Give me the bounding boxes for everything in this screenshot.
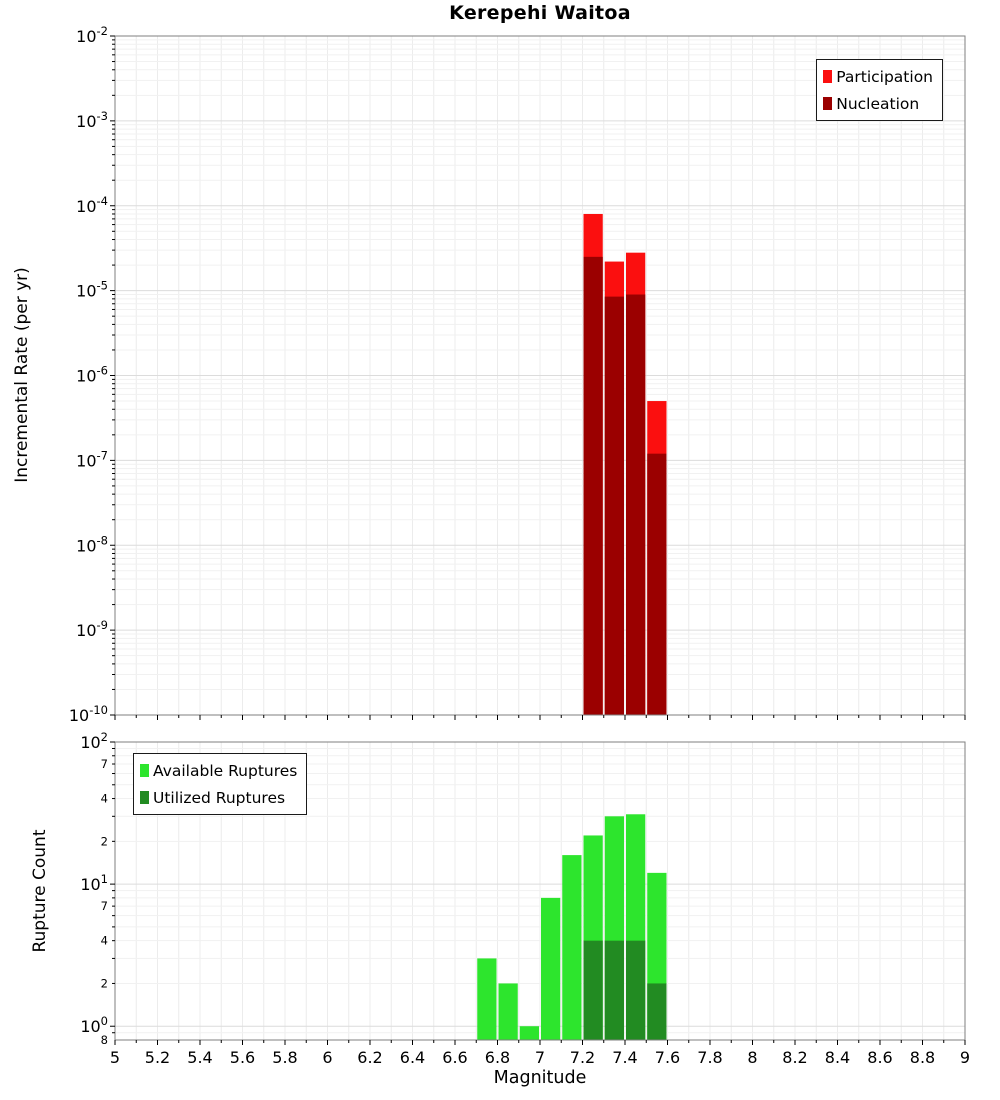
svg-text:8: 8 xyxy=(747,1048,757,1067)
participation-swatch-icon xyxy=(823,70,833,83)
legend-item-nucleation: Nucleation xyxy=(823,90,933,117)
svg-text:5.6: 5.6 xyxy=(230,1048,255,1067)
nucleation-swatch-icon xyxy=(823,97,833,110)
svg-text:6.6: 6.6 xyxy=(442,1048,467,1067)
svg-text:101: 101 xyxy=(80,872,108,894)
svg-text:4: 4 xyxy=(101,934,108,948)
svg-text:102: 102 xyxy=(80,730,108,752)
svg-text:10-10: 10-10 xyxy=(69,703,108,725)
svg-text:10-6: 10-6 xyxy=(76,364,108,386)
svg-text:100: 100 xyxy=(80,1014,108,1036)
svg-text:5.8: 5.8 xyxy=(272,1048,297,1067)
svg-text:5.2: 5.2 xyxy=(145,1048,170,1067)
svg-text:10-8: 10-8 xyxy=(76,533,108,555)
svg-text:10-7: 10-7 xyxy=(76,448,108,470)
legend-label-nucleation: Nucleation xyxy=(836,94,920,113)
svg-text:9: 9 xyxy=(960,1048,970,1067)
svg-text:8.4: 8.4 xyxy=(825,1048,850,1067)
svg-text:7: 7 xyxy=(101,899,108,913)
legend-label-participation: Participation xyxy=(836,67,933,86)
legend-label-utilized-ruptures: Utilized Ruptures xyxy=(153,788,286,807)
page-title: Kerepehi Waitoa xyxy=(449,2,631,24)
svg-text:6.4: 6.4 xyxy=(400,1048,425,1067)
legend-item-utilized-ruptures: Utilized Ruptures xyxy=(140,784,297,811)
svg-text:10-4: 10-4 xyxy=(76,194,108,216)
svg-text:7: 7 xyxy=(101,757,108,771)
svg-text:8: 8 xyxy=(101,1033,108,1047)
svg-text:7.8: 7.8 xyxy=(697,1048,722,1067)
svg-text:5.4: 5.4 xyxy=(187,1048,212,1067)
svg-text:7.6: 7.6 xyxy=(655,1048,680,1067)
available-ruptures-swatch-icon xyxy=(140,764,149,777)
svg-text:8.6: 8.6 xyxy=(867,1048,892,1067)
x-axis-label-magnitude: Magnitude xyxy=(493,1068,587,1088)
svg-text:10-3: 10-3 xyxy=(76,109,108,131)
svg-text:5: 5 xyxy=(110,1048,120,1067)
svg-text:6.8: 6.8 xyxy=(485,1048,510,1067)
svg-text:8.2: 8.2 xyxy=(782,1048,807,1067)
svg-text:7.2: 7.2 xyxy=(570,1048,595,1067)
svg-text:10-2: 10-2 xyxy=(76,24,108,46)
utilized-ruptures-swatch-icon xyxy=(140,791,149,804)
svg-text:7.4: 7.4 xyxy=(612,1048,637,1067)
svg-text:10-5: 10-5 xyxy=(76,279,108,301)
svg-text:6: 6 xyxy=(322,1048,332,1067)
legend-item-participation: Participation xyxy=(823,63,933,90)
svg-text:2: 2 xyxy=(101,834,108,848)
svg-text:7: 7 xyxy=(535,1048,545,1067)
svg-text:6.2: 6.2 xyxy=(357,1048,382,1067)
legend-rate-plot: Participation Nucleation xyxy=(816,59,943,121)
legend-count-plot: Available Ruptures Utilized Ruptures xyxy=(133,753,308,815)
svg-text:8.8: 8.8 xyxy=(910,1048,935,1067)
legend-item-available-ruptures: Available Ruptures xyxy=(140,757,297,784)
svg-text:10-9: 10-9 xyxy=(76,618,108,640)
svg-text:4: 4 xyxy=(101,792,108,806)
svg-text:2: 2 xyxy=(101,976,108,990)
legend-label-available-ruptures: Available Ruptures xyxy=(153,761,298,780)
